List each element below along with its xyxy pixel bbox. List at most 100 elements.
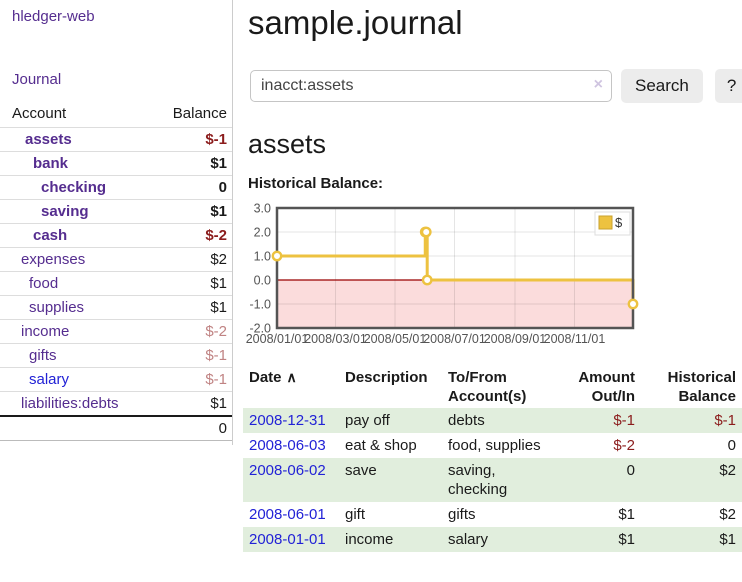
data-point-marker — [420, 226, 432, 238]
sidebar-account-supplies[interactable]: supplies — [29, 299, 85, 316]
legend-label: $ — [615, 215, 623, 230]
account-balance: $2 — [154, 247, 232, 272]
sidebar: hledger-web Journal Account Balance asse… — [0, 0, 233, 445]
y-axis-tick-label: 0.0 — [254, 274, 271, 288]
transaction-balance: $-1 — [714, 412, 736, 429]
clear-search-icon[interactable]: × — [593, 76, 603, 93]
chart-title: Historical Balance: — [248, 175, 384, 192]
sidebar-account-assets[interactable]: assets — [25, 131, 72, 148]
account-balance: $1 — [154, 199, 232, 224]
y-axis-tick-label: -2.0 — [249, 322, 271, 336]
account-row: liabilities:debts $1 — [0, 391, 232, 416]
account-balance: $1 — [154, 271, 232, 296]
transaction-date-link[interactable]: 2008-12-31 — [249, 412, 326, 429]
account-balance: $-1 — [154, 367, 232, 392]
transaction-accounts: debts — [448, 412, 485, 429]
account-row: bank $1 — [0, 151, 232, 176]
transaction-balance: 0 — [727, 437, 736, 454]
sidebar-account-income[interactable]: income — [21, 323, 70, 340]
register-row: 2008-06-02 save saving, checking 0 $2 — [243, 458, 742, 502]
accounts-balance-table: Account Balance assets $-1 bank $1 checking 0… — [0, 102, 232, 441]
y-axis-tick-label: 1.0 — [254, 250, 271, 264]
transaction-description: income — [345, 531, 394, 548]
x-axis-tick-label: 2008/07/01 — [423, 332, 486, 346]
transaction-amount: 0 — [626, 462, 635, 479]
account-row: assets $-1 — [0, 127, 232, 152]
account-balance: $-2 — [154, 223, 232, 248]
amount-column-header: Amount Out/In — [578, 369, 635, 405]
date-column-header[interactable]: Date ∧ — [249, 369, 297, 386]
search-row: × Search ? — [250, 69, 742, 103]
account-balance: $-1 — [154, 343, 232, 368]
historical-balance-chart: $3.0 2.0 1.0 0.0 -1.0 -2.02008/01/012008/03/0… — [246, 202, 639, 346]
sidebar-item-journal[interactable]: Journal — [12, 71, 62, 88]
accounts-total-balance: 0 — [154, 415, 232, 441]
account-row: food $1 — [0, 271, 232, 296]
transaction-amount: $1 — [618, 531, 635, 548]
transaction-description: pay off — [345, 412, 390, 429]
sidebar-account-cash[interactable]: cash — [33, 227, 68, 244]
plot-border — [275, 206, 635, 330]
transaction-description: eat & shop — [345, 437, 417, 454]
accounts-table-header: Account Balance — [0, 102, 232, 128]
transaction-accounts: salary — [448, 531, 489, 548]
app-title-link[interactable]: hledger-web — [12, 8, 95, 25]
balance-column-header: Balance — [172, 105, 227, 122]
transaction-accounts: saving, checking — [448, 462, 508, 498]
transaction-description: gift — [345, 506, 366, 523]
account-balance: 0 — [154, 175, 232, 200]
register-row: 2008-06-03 eat & shop food, supplies $-2 0 — [243, 433, 742, 458]
transaction-amount: $-1 — [613, 412, 635, 429]
account-balance: $-2 — [154, 319, 232, 344]
y-axis-tick-label: 3.0 — [254, 202, 271, 216]
account-column-header: Account — [12, 105, 67, 122]
transaction-date-link[interactable]: 2008-06-02 — [249, 462, 326, 479]
account-row: checking 0 — [0, 175, 232, 200]
transaction-balance: $1 — [719, 531, 736, 548]
account-row: supplies $1 — [0, 295, 232, 320]
sidebar-account-gifts[interactable]: gifts — [29, 347, 57, 364]
x-axis-tick-label: 2008/11/01 — [544, 332, 606, 346]
transaction-accounts: gifts — [448, 506, 476, 523]
transaction-date-link[interactable]: 2008-06-03 — [249, 437, 326, 454]
help-button[interactable]: ? — [714, 69, 742, 103]
x-axis-tick-label: 2008/09/01 — [484, 332, 547, 346]
transaction-amount: $-2 — [613, 437, 635, 454]
search-input[interactable] — [250, 70, 612, 102]
sort-ascending-icon: ∧ — [286, 369, 297, 385]
balance-column-header-register: Historical Balance — [667, 369, 736, 405]
register-table-header: Date ∧ Description To/From Account(s) Amo… — [243, 366, 742, 408]
register-row: 2008-12-31 pay off debts $-1 $-1 — [243, 408, 742, 433]
data-point-marker — [421, 274, 433, 286]
transaction-date-link[interactable]: 2008-06-01 — [249, 506, 326, 523]
transaction-description: save — [345, 462, 377, 479]
register-row: 2008-06-01 gift gifts $1 $2 — [243, 502, 742, 527]
transaction-date-link[interactable]: 2008-01-01 — [249, 531, 326, 548]
register-table: Date ∧ Description To/From Account(s) Amo… — [243, 366, 742, 552]
transaction-balance: $2 — [719, 506, 736, 523]
negative-region — [277, 280, 633, 328]
description-column-header: Description — [345, 369, 428, 386]
accounts-total-row: 0 — [0, 415, 232, 441]
search-button[interactable]: Search — [621, 69, 703, 103]
account-row: gifts $-1 — [0, 343, 232, 368]
sidebar-account-salary[interactable]: salary — [29, 371, 70, 388]
transaction-accounts: food, supplies — [448, 437, 541, 454]
y-axis-tick-label: 2.0 — [254, 226, 271, 240]
sidebar-account-food[interactable]: food — [29, 275, 59, 292]
account-balance: $1 — [154, 295, 232, 320]
account-row: saving $1 — [0, 199, 232, 224]
accounts-column-header: To/From Account(s) — [448, 369, 527, 405]
y-axis-tick-label: -1.0 — [249, 298, 271, 312]
sidebar-account-saving[interactable]: saving — [41, 203, 89, 220]
sidebar-account-bank[interactable]: bank — [33, 155, 69, 172]
sidebar-account-expenses[interactable]: expenses — [21, 251, 86, 268]
account-balance: $1 — [154, 391, 232, 416]
x-axis-tick-label: 2008/01/01 — [246, 332, 309, 346]
sidebar-account-liabilities-debts[interactable]: liabilities:debts — [21, 395, 119, 412]
account-row: cash $-2 — [0, 223, 232, 248]
register-row: 2008-01-01 income salary $1 $1 — [243, 527, 742, 552]
legend-swatch — [598, 215, 613, 230]
x-axis-tick-label: 2008/05/01 — [364, 332, 427, 346]
sidebar-account-checking[interactable]: checking — [41, 179, 107, 196]
